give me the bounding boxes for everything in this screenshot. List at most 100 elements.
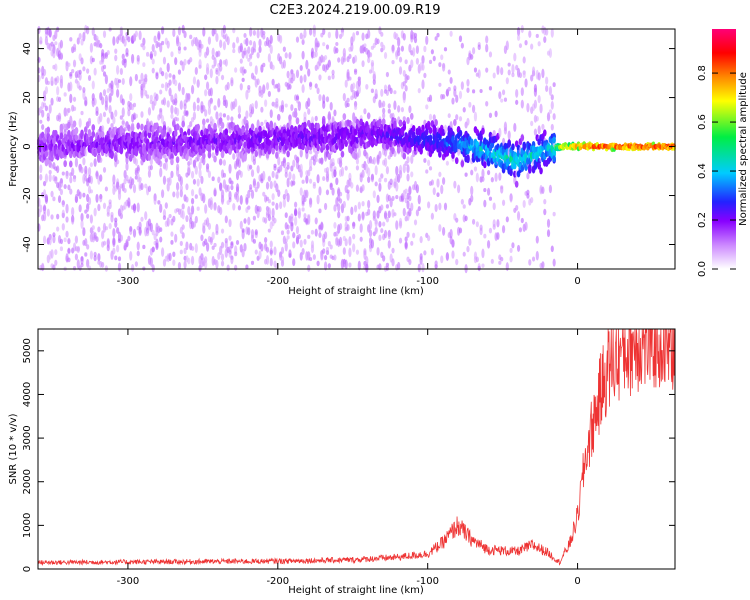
spectrogram-cell	[374, 88, 378, 99]
spectrogram-cell	[406, 156, 410, 164]
spectrogram-cell	[215, 223, 219, 234]
y-tick-label: 0	[22, 566, 33, 572]
spectrogram-cell	[408, 185, 412, 196]
spectrogram-cell	[232, 202, 236, 211]
spectrogram-cell	[59, 132, 64, 140]
spectrogram-cell	[530, 43, 534, 50]
spectrogram-cell	[507, 130, 511, 140]
spectrogram-cell	[123, 127, 127, 132]
spectrogram-cell	[402, 207, 406, 217]
spectrogram-cell	[200, 234, 204, 242]
spectrogram-cell	[136, 164, 140, 174]
spectrogram-cell	[252, 180, 256, 189]
spectrogram-cell	[254, 100, 258, 110]
spectrogram-cell	[258, 45, 262, 54]
spectrogram-cell	[151, 44, 155, 53]
spectrogram-cell	[237, 105, 242, 115]
spectrogram-cell	[112, 116, 116, 125]
spectrogram-cell	[294, 208, 298, 217]
spectrogram-cell	[95, 193, 99, 203]
spectrogram-cell	[269, 109, 273, 119]
spectrogram-cell	[237, 205, 242, 211]
spectrogram-cell	[123, 188, 127, 193]
spectrogram-cell	[104, 226, 108, 231]
spectrogram-cell	[190, 84, 195, 95]
spectrogram-cell	[368, 52, 373, 58]
spectrogram-cell	[466, 87, 470, 93]
spectrogram-cell	[59, 177, 64, 184]
spectrogram-cell	[316, 144, 320, 152]
spectrogram-cell	[166, 100, 170, 108]
spectrogram-cell	[307, 234, 311, 239]
spectrogram-cell	[488, 51, 493, 58]
spectrogram-cell	[312, 254, 316, 260]
spectrogram-cell	[365, 83, 369, 90]
spectrogram-cell	[293, 110, 298, 118]
spectrogram-cell	[250, 169, 255, 178]
spectrogram-cell	[102, 64, 107, 70]
spectrogram-cell	[395, 195, 399, 200]
spectrogram-cell	[138, 30, 142, 41]
colorbar-tick-label: 0.2	[697, 212, 708, 228]
spectrogram-cell	[234, 264, 238, 271]
x-tick-label: -300	[117, 576, 140, 587]
spectrogram-cell	[59, 74, 64, 84]
spectrogram-cell	[395, 220, 399, 230]
spectrogram-cell	[78, 204, 82, 213]
spectrogram-cell	[134, 261, 138, 267]
spectrogram-cell	[402, 152, 407, 160]
spectrogram-cell	[357, 201, 361, 210]
spectrogram-cell	[211, 64, 215, 69]
spectrogram-cell	[84, 169, 88, 178]
spectrogram-cell	[100, 130, 105, 138]
spectrogram-cell	[423, 250, 427, 256]
spectrogram-cell	[213, 28, 217, 35]
spectrogram-cell	[164, 202, 168, 209]
spectrogram-cell	[546, 218, 551, 228]
spectrogram-cell	[430, 212, 434, 220]
spectrogram-cell	[419, 236, 423, 244]
spectrogram-cell	[488, 196, 493, 201]
spectrogram-cell	[333, 222, 337, 229]
spectrogram-cell	[162, 209, 167, 218]
spectrogram-cell	[361, 184, 365, 192]
spectrogram-cell	[498, 260, 502, 265]
spectrogram-cell	[175, 117, 180, 122]
spectrogram-cell	[288, 114, 292, 122]
spectrogram-cell	[428, 94, 433, 103]
spectrogram-cell	[325, 189, 330, 196]
spectrogram-cell	[42, 102, 47, 108]
spectrogram-cell	[243, 242, 247, 252]
spectrogram-cell	[147, 107, 152, 116]
spectrogram-cell	[340, 150, 345, 158]
spectrogram-cell	[179, 240, 183, 247]
spectrogram-cell	[442, 62, 446, 69]
spectrogram-cell	[42, 205, 47, 212]
spectrogram-cell	[361, 169, 365, 178]
spectrogram-cell	[531, 66, 536, 76]
spectrogram-cell	[267, 53, 271, 63]
spectrogram-cell	[391, 195, 395, 202]
spectrogram-cell	[292, 173, 296, 182]
spectrogram-cell	[292, 241, 296, 249]
spectrogram-cell	[74, 253, 79, 261]
spectrogram-cell	[204, 89, 208, 97]
spectrogram-cell	[269, 34, 273, 44]
spectrogram-cell	[348, 247, 352, 258]
spectrogram-cell	[256, 52, 260, 59]
spectrogram-cell	[93, 158, 97, 167]
spectrogram-cell	[112, 247, 116, 255]
spectrogram-cell	[264, 217, 268, 224]
spectrogram-cell	[78, 85, 82, 91]
spectrogram-cell	[402, 32, 406, 41]
spectrogram-cell	[468, 238, 472, 246]
spectrogram-cell	[511, 242, 515, 249]
spectrogram-cell	[155, 93, 159, 102]
spectrogram-cell	[82, 227, 86, 237]
spectrogram-cell	[273, 217, 277, 224]
spectrogram-cell	[398, 56, 403, 63]
spectrogram-cell	[67, 257, 71, 263]
spectrogram-cell	[376, 194, 380, 204]
spectrogram-cell	[114, 54, 118, 62]
spectrogram-cell	[52, 48, 56, 59]
